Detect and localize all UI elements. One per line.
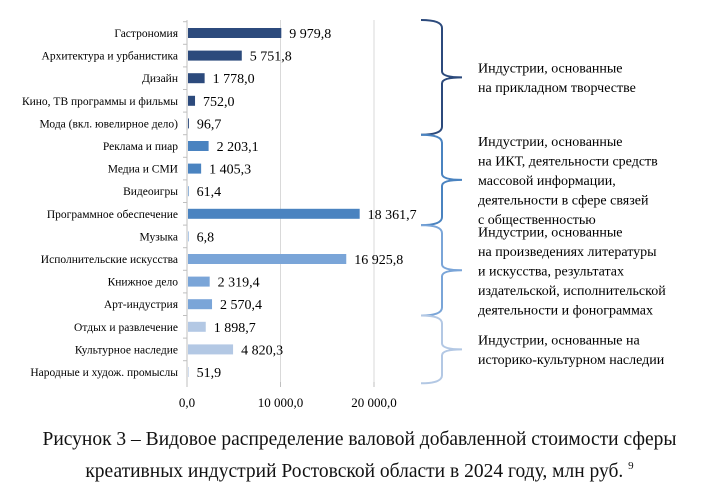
bar-chart: 0,0 10 000,0 20 000,0 Гастрономия 9 979,8 Арх… <box>22 19 666 410</box>
group-label: издательской, исполнительской <box>478 284 666 299</box>
category-label: Народные и худож. промыслы <box>30 367 178 379</box>
value-label: 4 820,3 <box>241 343 283 358</box>
category-label: Мода (вкл. ювелирное дело) <box>39 118 178 130</box>
value-label: 6,8 <box>197 230 215 245</box>
bar <box>188 276 210 287</box>
category-label: Исполнительские искусства <box>41 254 178 266</box>
bar <box>188 163 202 174</box>
value-label: 9 979,8 <box>289 27 331 42</box>
figure-caption: Рисунок 3 – Видовое распределение валово… <box>0 426 719 485</box>
value-label: 752,0 <box>203 95 235 110</box>
bar <box>188 254 347 264</box>
value-label: 96,7 <box>197 117 222 132</box>
bar <box>188 118 189 129</box>
value-label: 2 203,1 <box>217 140 259 155</box>
group-label: деятельности в сфере связей <box>478 193 649 208</box>
group-label: историко-культурном наследии <box>478 353 665 368</box>
bar <box>188 344 234 355</box>
x-tick-label: 20 000,0 <box>351 395 397 410</box>
bar <box>188 208 360 219</box>
group-label: на прикладном творчестве <box>478 81 636 96</box>
group-label: деятельности и фонограммах <box>478 303 653 318</box>
value-label: 2 319,4 <box>218 276 260 291</box>
group-label: Индустрии, основанные <box>478 225 623 240</box>
x-tick-label: 0,0 <box>179 395 195 410</box>
category-label: Архитектура и урбанистика <box>42 51 178 63</box>
group-label: массовой информации, <box>478 174 616 189</box>
footnote-mark: 9 <box>628 460 634 472</box>
value-label: 18 361,7 <box>368 208 417 223</box>
category-label: Арт-индустрия <box>104 299 179 311</box>
category-label: Культурное наследие <box>75 344 178 356</box>
value-label: 51,9 <box>197 366 222 381</box>
category-label: Кино, ТВ программы и фильмы <box>22 96 178 108</box>
category-label: Реклама и пиар <box>103 141 178 153</box>
value-label: 1 405,3 <box>209 163 251 178</box>
value-label: 5 751,8 <box>250 50 292 65</box>
group-label: на ИКТ, деятельности средств <box>478 154 658 169</box>
category-label: Музыка <box>140 231 178 243</box>
bar <box>188 299 213 310</box>
bar <box>188 95 196 106</box>
bar <box>188 141 209 151</box>
group-brace <box>420 224 463 317</box>
bar <box>188 50 242 61</box>
category-label: Отдых и развлечение <box>74 322 178 334</box>
category-label: Видеоигры <box>123 186 178 198</box>
group-brace <box>420 133 463 227</box>
bar <box>188 73 205 84</box>
bar <box>188 367 189 377</box>
category-label: Дизайн <box>142 73 178 85</box>
group-label: с общественностью <box>478 213 596 228</box>
value-label: 1 898,7 <box>214 321 256 336</box>
category-label: Гастрономия <box>114 28 178 40</box>
bar <box>188 28 282 38</box>
category-label: Медиа и СМИ <box>108 164 178 176</box>
value-label: 1 778,0 <box>213 72 255 87</box>
value-label: 61,4 <box>197 185 222 200</box>
group-brace <box>420 314 463 385</box>
category-label: Программное обеспечение <box>47 209 178 221</box>
group-brace <box>420 19 463 136</box>
bar <box>188 321 206 332</box>
group-label: и искусства, результатах <box>478 264 624 279</box>
group-label: Индустрии, основанные на <box>478 334 641 349</box>
x-tick-label: 10 000,0 <box>258 395 304 410</box>
category-label: Книжное дело <box>108 277 179 289</box>
value-label: 16 925,8 <box>354 253 403 268</box>
caption-line-1: Рисунок 3 – Видовое распределение валово… <box>42 429 677 450</box>
caption-line-2: креативных индустрий Ростовской области … <box>85 461 624 482</box>
bar <box>188 186 189 197</box>
bar <box>188 231 189 242</box>
value-label: 2 570,4 <box>220 298 262 313</box>
group-label: на произведениях литературы <box>478 245 657 260</box>
group-label: Индустрии, основанные <box>478 135 623 150</box>
group-label: Индустрии, основанные <box>478 62 623 77</box>
